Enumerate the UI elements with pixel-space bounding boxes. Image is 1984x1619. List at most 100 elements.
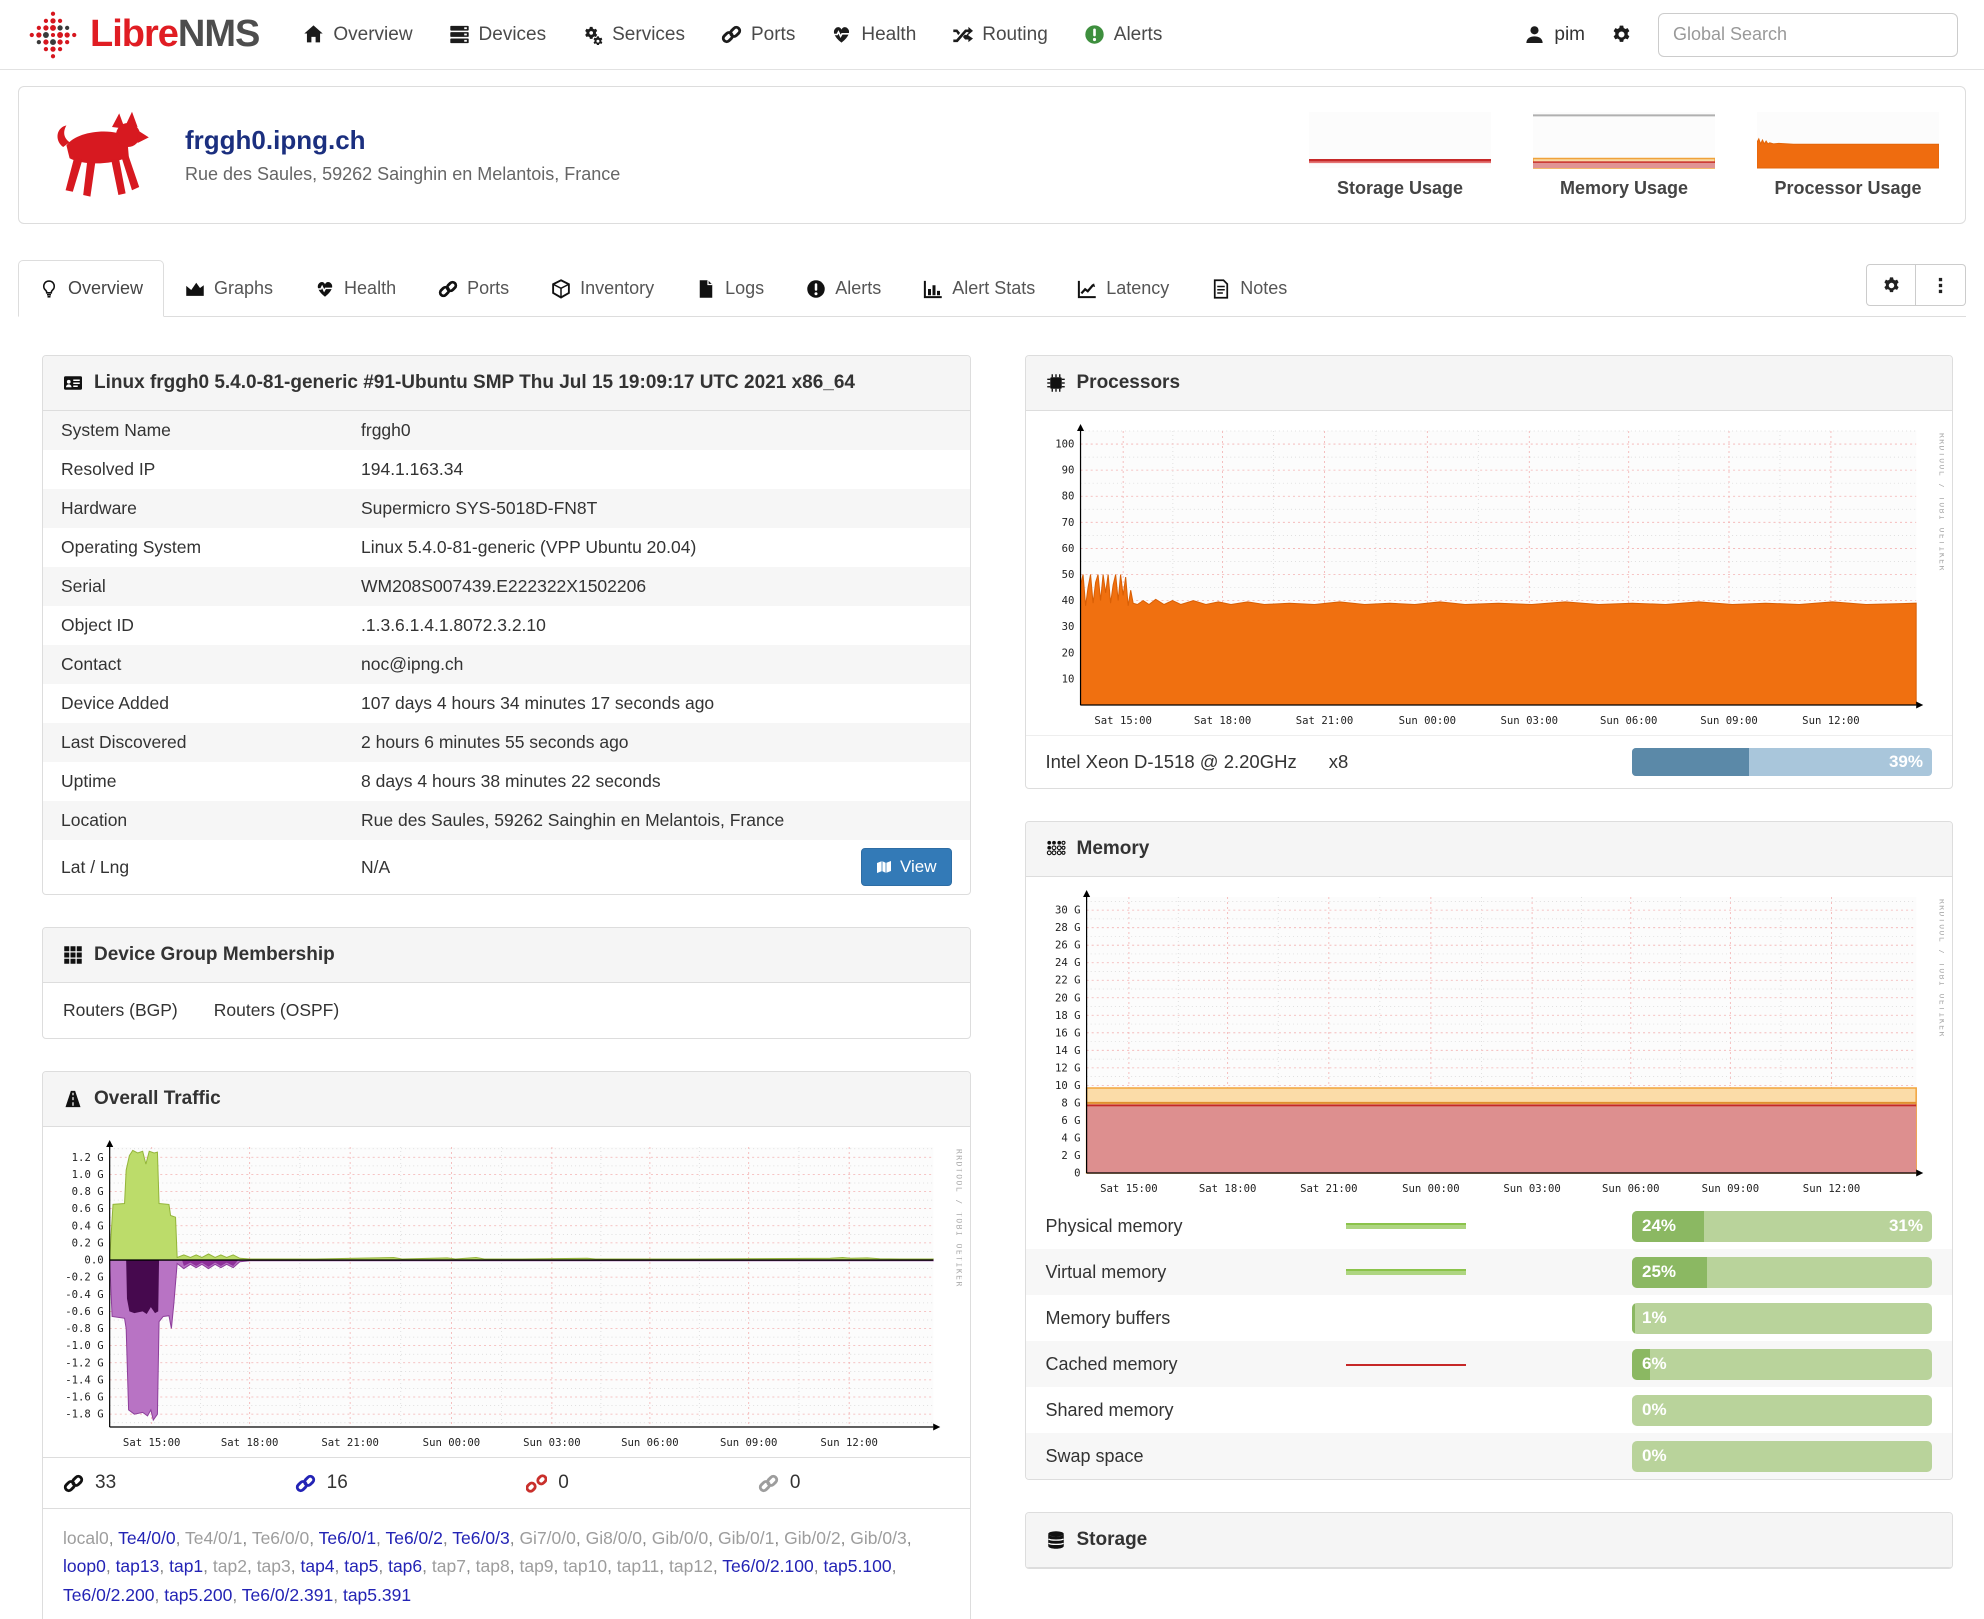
memory-usage-minigraph[interactable]: Memory Usage — [1532, 111, 1716, 199]
tab-inventory[interactable]: Inventory — [530, 260, 675, 317]
port-link[interactable]: Te6/0/3 — [452, 1528, 510, 1548]
global-search-input[interactable] — [1658, 12, 1958, 57]
file-icon — [696, 279, 716, 299]
port-link[interactable]: Gib/0/0 — [651, 1528, 709, 1548]
port-separator: , — [712, 1556, 723, 1577]
overall-traffic-panel: Overall Traffic Sat 15:00 Sat 18:00 Sat 21… — [42, 1071, 971, 1619]
ports-down-count[interactable]: 0 — [506, 1458, 738, 1508]
port-link[interactable]: Gib/0/3 — [850, 1528, 907, 1548]
port-link[interactable]: local0 — [63, 1528, 109, 1548]
port-link[interactable]: Te6/0/2 — [385, 1528, 443, 1548]
svg-text:0.6 G: 0.6 G — [72, 1203, 104, 1215]
port-link[interactable]: Te6/0/2.100 — [722, 1556, 814, 1577]
ports-up-count[interactable]: 16 — [275, 1458, 507, 1508]
svg-text:Sun 12:00: Sun 12:00 — [1802, 715, 1859, 727]
port-link[interactable]: Te4/0/0 — [118, 1528, 176, 1548]
port-link[interactable]: tap5.100 — [823, 1556, 892, 1577]
port-link[interactable]: tap4 — [300, 1556, 335, 1577]
nav-item-alerts[interactable]: Alerts — [1084, 24, 1162, 46]
main-menu: Overview Devices Services Ports Health R… — [303, 24, 1162, 46]
port-link[interactable]: loop0 — [63, 1556, 106, 1577]
tab-ports[interactable]: Ports — [417, 260, 530, 317]
svg-text:RRDTOOL / TOBI OETIKER: RRDTOOL / TOBI OETIKER — [1937, 433, 1944, 572]
database-icon — [1046, 1530, 1066, 1550]
device-settings-button[interactable] — [1866, 264, 1916, 306]
port-link[interactable]: tap1 — [169, 1556, 204, 1577]
nav-item-overview[interactable]: Overview — [303, 24, 413, 46]
device-hostname[interactable]: frggh0.ipng.ch — [185, 125, 366, 155]
device-group-routers-ospf[interactable]: Routers (OSPF) — [213, 1000, 340, 1020]
nav-item-ports[interactable]: Ports — [721, 24, 795, 46]
port-link[interactable]: tap11 — [616, 1556, 660, 1577]
device-group-routers-bgp[interactable]: Routers (BGP) — [63, 1000, 178, 1020]
physical-memory-bar: 24% 31% — [1632, 1210, 1932, 1242]
port-link[interactable]: Gib/0/1 — [717, 1528, 775, 1548]
storage-header: Storage — [1025, 1513, 1952, 1568]
nav-item-devices[interactable]: Devices — [449, 24, 546, 46]
port-item: Gi8/0/0, — [586, 1528, 652, 1548]
port-link[interactable]: Te6/0/1 — [318, 1528, 377, 1548]
tab-health[interactable]: Health — [294, 260, 417, 317]
port-link[interactable]: tap10 — [563, 1556, 608, 1577]
svg-text:-1.2 G: -1.2 G — [65, 1357, 103, 1369]
port-link[interactable]: Gi8/0/0 — [585, 1528, 643, 1548]
settings-gear-icon[interactable] — [1611, 24, 1632, 45]
ports-total-count[interactable]: 33 — [43, 1458, 275, 1508]
tab-alert-stats[interactable]: Alert Stats — [902, 260, 1056, 317]
port-link[interactable]: tap6 — [388, 1556, 423, 1577]
svg-text:-0.6 G: -0.6 G — [65, 1306, 103, 1318]
storage-usage-minigraph[interactable]: Storage Usage — [1309, 111, 1491, 199]
processors-panel: Processors Sat 15:00 Sat 18:00 Sat 21:00 Su… — [1024, 355, 1953, 789]
tab-graphs[interactable]: Graphs — [164, 260, 294, 317]
port-link[interactable]: Te6/0/0 — [251, 1528, 310, 1548]
processors-graph[interactable]: Sat 15:00 Sat 18:00 Sat 21:00 Sun 00:00 Sun … — [1026, 411, 1953, 735]
nav-item-services[interactable]: Services — [582, 24, 685, 46]
storage-usage-label: Storage Usage — [1336, 178, 1464, 198]
port-link[interactable]: Te6/0/2.200 — [63, 1584, 155, 1605]
processor-usage-minigraph[interactable]: Processor Usage — [1756, 111, 1940, 199]
tab-overview[interactable]: Overview — [18, 260, 165, 317]
nav-item-health[interactable]: Health — [831, 24, 916, 46]
port-link[interactable]: tap3 — [256, 1556, 291, 1577]
tab-logs[interactable]: Logs — [675, 260, 785, 317]
librenms-logo[interactable]: LibreNMS — [26, 6, 260, 64]
port-link[interactable]: tap12 — [669, 1556, 713, 1577]
overall-traffic-graph[interactable]: Sat 15:00 Sat 18:00 Sat 21:00 Sun 00:00 Sun … — [43, 1127, 970, 1457]
port-link[interactable]: Te4/0/1 — [184, 1528, 243, 1548]
memory-graph[interactable]: Sat 15:00 Sat 18:00 Sat 21:00 Sun 00:00 Sun … — [1026, 877, 1953, 1203]
port-link[interactable]: tap13 — [115, 1556, 160, 1577]
row-label: Uptime — [61, 771, 117, 791]
view-map-button[interactable]: View — [860, 848, 952, 886]
port-link[interactable]: Te6/0/2.391 — [241, 1584, 334, 1605]
librenms-mark-icon — [26, 6, 80, 64]
tab-alerts[interactable]: Alerts — [785, 260, 902, 317]
port-link[interactable]: Gib/0/2 — [784, 1528, 841, 1548]
svg-text:Sun 06:00: Sun 06:00 — [621, 1437, 678, 1449]
port-item: Gi7/0/0, — [519, 1528, 585, 1548]
port-link[interactable]: tap9 — [519, 1556, 554, 1577]
port-link[interactable]: tap7 — [431, 1556, 466, 1577]
tab-latency[interactable]: Latency — [1056, 260, 1190, 317]
ports-ignored-count[interactable]: 0 — [738, 1458, 970, 1508]
port-separator: , — [840, 1528, 851, 1548]
port-separator: , — [708, 1528, 718, 1548]
port-link[interactable]: tap5 — [344, 1556, 379, 1577]
port-separator: , — [333, 1584, 343, 1605]
port-item: local0, — [63, 1528, 118, 1548]
user-menu[interactable]: pim — [1524, 24, 1585, 46]
svg-text:Sat 18:00: Sat 18:00 — [221, 1437, 278, 1449]
cpu-usage-row: Intel Xeon D-1518 @ 2.20GHz x8 39% — [1025, 735, 1952, 788]
table-row: Contact noc@ipng.ch — [43, 645, 970, 684]
port-link[interactable]: tap2 — [212, 1556, 247, 1577]
port-separator: , — [659, 1556, 670, 1577]
port-link[interactable]: tap8 — [475, 1556, 510, 1577]
port-link[interactable]: Gi7/0/0 — [519, 1528, 576, 1548]
device-more-menu-button[interactable] — [1916, 264, 1966, 306]
tab-notes[interactable]: Notes — [1190, 260, 1308, 317]
port-item: tap4, — [300, 1556, 344, 1576]
port-link[interactable]: tap5.200 — [164, 1584, 233, 1605]
nav-item-routing[interactable]: Routing — [952, 24, 1048, 46]
bar-chart-icon — [923, 279, 943, 299]
port-link[interactable]: tap5.391 — [342, 1584, 412, 1605]
svg-text:Sun 09:00: Sun 09:00 — [720, 1437, 777, 1449]
